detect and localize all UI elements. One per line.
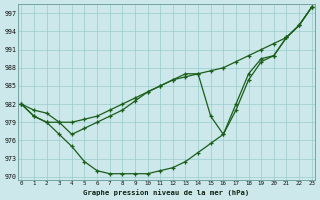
X-axis label: Graphe pression niveau de la mer (hPa): Graphe pression niveau de la mer (hPa) bbox=[84, 189, 250, 196]
